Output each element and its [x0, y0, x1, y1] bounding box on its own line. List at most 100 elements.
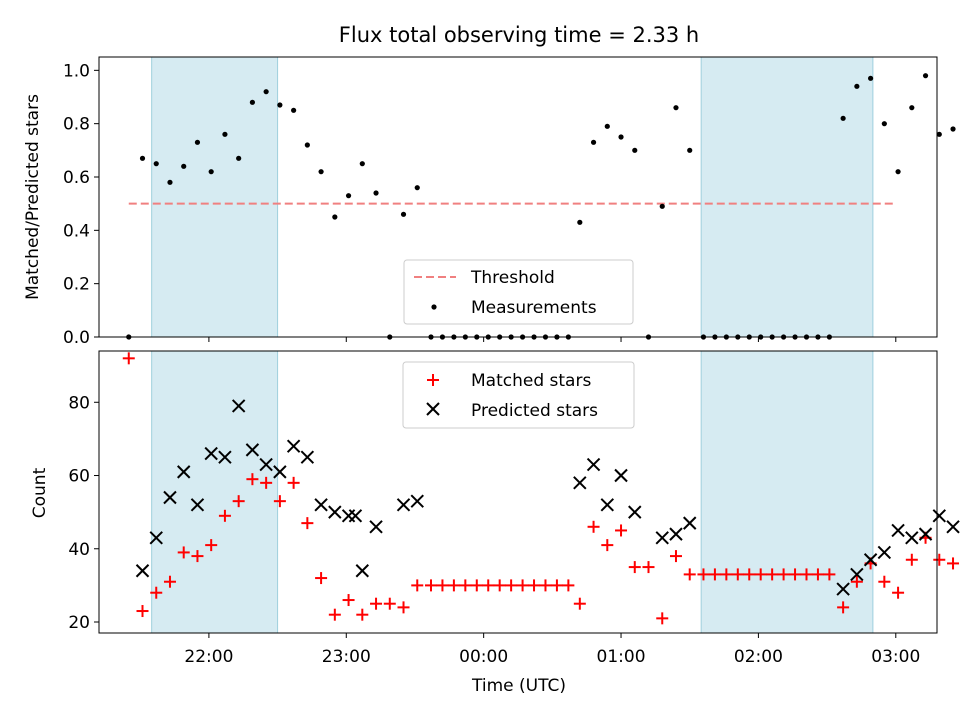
measurement-point	[345, 193, 352, 199]
bottom-axes-frame	[98, 350, 938, 634]
predicted-star-point	[259, 457, 273, 472]
measurement-point	[400, 211, 407, 217]
y-tick-label: 0.4	[63, 221, 90, 241]
measurement-point	[854, 83, 860, 89]
y-tick-label: 0.0	[63, 328, 90, 348]
measurement-point	[249, 99, 256, 105]
predicted-star-point	[918, 527, 933, 541]
y-tick-label: 0.8	[63, 115, 90, 135]
matched-star-point	[708, 568, 721, 581]
threshold-legend-label: Threshold	[470, 268, 555, 288]
bottom-x-axis: 22:00 23:00 00:00 01:00 02:00 03:00	[184, 633, 920, 667]
matched-star-point	[482, 579, 495, 592]
matched-star-point	[470, 579, 483, 592]
predicted-star-point	[149, 531, 163, 545]
x-tick-label: 03:00	[871, 647, 920, 667]
measurement-point	[687, 147, 693, 153]
top-legend: Threshold Measurements	[403, 259, 634, 325]
matched-star-point	[905, 553, 918, 566]
matched-star-point	[493, 579, 506, 592]
matched-star-point	[150, 586, 163, 599]
predicted-star-point	[600, 498, 615, 512]
matched-star-point	[246, 473, 259, 486]
matched-star-point	[601, 539, 614, 552]
y-tick-label: 80	[68, 393, 90, 413]
predicted-legend-marker	[426, 402, 440, 416]
predicted-star-point	[369, 520, 383, 534]
matched-star-point	[459, 579, 472, 592]
matched-star-point	[615, 524, 628, 537]
predicted-legend-label: Predicted stars	[471, 401, 598, 421]
measurement-point	[194, 139, 201, 145]
matched-star-point	[947, 557, 960, 570]
predicted-star-point	[586, 457, 601, 472]
predicted-star-point	[655, 531, 669, 545]
measurement-point	[604, 123, 610, 129]
bottom-y-axis-label: Count	[30, 467, 50, 518]
predicted-star-point	[573, 476, 587, 490]
y-tick-label: 60	[68, 467, 90, 487]
matched-star-point	[656, 612, 669, 625]
matched-star-point	[628, 561, 641, 574]
measurement-point	[618, 134, 624, 140]
x-tick-label: 02:00	[734, 647, 783, 667]
matched-star-point	[789, 568, 802, 581]
measurement-point	[291, 107, 297, 113]
matched-star-point	[642, 561, 655, 574]
ratio-panel: 0.0 0.2 0.4 0.6 0.8 1.0 Matched/Predicted sta…	[23, 56, 956, 348]
predicted-star-point	[628, 505, 642, 519]
predicted-star-point	[163, 490, 177, 505]
y-tick-label: 1.0	[63, 61, 90, 81]
matched-star-point	[260, 476, 273, 489]
matched-star-point	[777, 568, 790, 581]
bottom-legend: Matched stars Predicted stars	[402, 361, 635, 429]
predicted-star-point	[231, 399, 246, 413]
matched-star-point	[328, 608, 341, 621]
predicted-star-point	[410, 494, 424, 508]
predicted-star-point	[328, 505, 342, 519]
predicted-star-point	[946, 520, 960, 534]
matched-star-point	[837, 601, 850, 614]
measurement-point	[659, 203, 665, 209]
predicted-star-point	[286, 439, 301, 453]
predicted-star-point	[614, 468, 628, 483]
shaded-interval	[151, 56, 279, 338]
predicted-star-point	[905, 531, 919, 545]
matched-star-point	[562, 579, 575, 592]
measurement-point	[632, 147, 638, 153]
matched-star-point	[411, 579, 424, 592]
predicted-star-point	[396, 498, 411, 512]
x-tick-label: 23:00	[322, 647, 371, 667]
measurement-point	[590, 139, 597, 145]
measurement-point	[881, 121, 887, 127]
predicted-star-point	[932, 509, 946, 523]
matched-legend-marker	[427, 374, 439, 386]
matched-star-point	[383, 597, 396, 610]
matched-star-point	[720, 568, 733, 581]
bottom-legend-box	[402, 361, 635, 429]
measurement-point	[153, 161, 159, 167]
matched-star-point	[528, 579, 541, 592]
predicted-star-point	[341, 509, 356, 523]
matched-star-point	[315, 572, 328, 585]
matched-star-point	[370, 597, 383, 610]
matched-star-point	[743, 568, 756, 581]
predicted-star-point	[273, 465, 287, 479]
measurement-point	[673, 105, 679, 111]
x-axis-label: Time (UTC)	[471, 676, 566, 696]
measurements-legend-marker	[431, 304, 437, 310]
matched-star-point	[892, 586, 905, 599]
measurement-point	[868, 75, 874, 81]
matched-star-point	[232, 495, 245, 508]
matched-star-point	[273, 495, 286, 508]
predicted-star-point	[177, 465, 191, 479]
matched-star-point	[356, 608, 369, 621]
matched-star-point	[683, 568, 696, 581]
matched-star-point	[424, 579, 437, 592]
matched-star-point	[136, 605, 149, 618]
matched-star-point	[573, 597, 586, 610]
matched-star-point	[811, 568, 824, 581]
bottom-shaded-intervals	[151, 350, 874, 634]
top-y-axis: 0.0 0.2 0.4 0.6 0.8 1.0	[63, 61, 99, 348]
predicted-star-point	[348, 509, 363, 523]
